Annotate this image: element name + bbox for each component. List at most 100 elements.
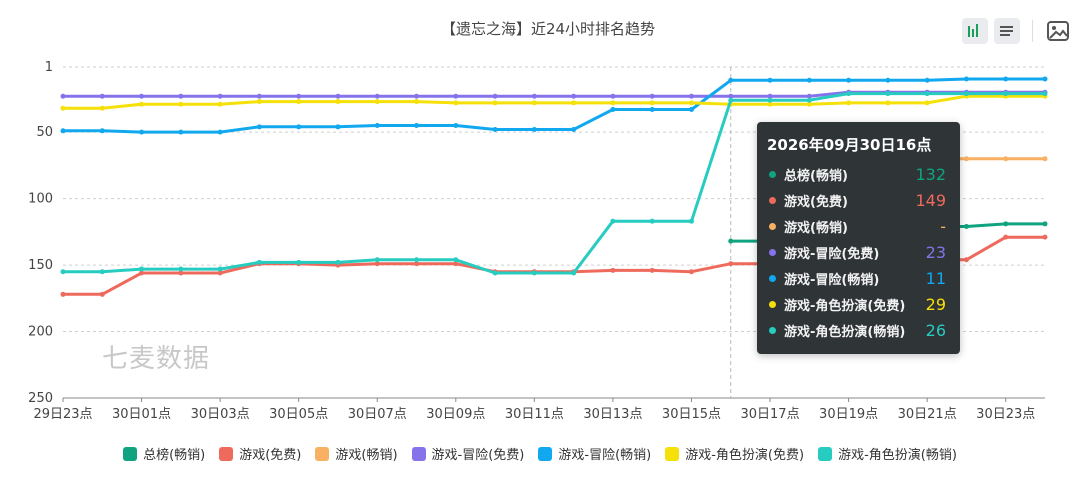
data-point [924,91,930,97]
data-point [846,100,852,106]
tooltip-series-value: 132 [915,164,946,184]
save-image-icon[interactable] [1045,18,1071,44]
data-point [1042,221,1048,227]
data-point [60,291,66,297]
data-point [767,93,773,99]
data-point [688,218,694,224]
data-point [610,107,616,113]
data-point [728,261,734,267]
tooltip-title: 2026年09月30日16点 [767,136,932,154]
data-point [531,126,537,132]
data-point [1003,156,1009,162]
x-tick-label: 29日23点 [33,407,92,422]
data-point [335,124,341,130]
legend-swatch [818,446,833,461]
legend-label: 游戏-冒险(畅销) [558,448,652,463]
data-point [296,124,302,130]
tooltip-series-name: 游戏(免费) [784,194,848,210]
data-point [688,269,694,275]
legend-swatch [219,446,234,461]
data-point [571,100,577,106]
data-point [610,93,616,99]
data-point [885,91,891,97]
series-line [63,77,1045,134]
data-point [60,93,66,99]
legend-swatch [538,446,553,461]
data-point [453,100,459,106]
tooltip-series-value: 11 [925,268,946,288]
x-tick-label: 30日19点 [819,407,878,422]
chart-tooltip: 2026年09月30日16点 总榜(畅销) 132 游戏(免费) 149 游戏(畅销) -… [757,122,960,354]
legend-label: 游戏-角色扮演(免费) [685,448,805,463]
data-point [688,100,694,106]
data-point [492,100,498,106]
tooltip-series-value: 29 [925,294,946,314]
data-point [1003,234,1009,240]
data-point [60,105,66,111]
x-tick-label: 30日03点 [191,407,250,422]
series-line [63,94,1045,110]
x-tick-label: 30日11点 [505,407,564,422]
data-point [767,97,773,103]
chart-toolbar [962,16,1080,46]
tooltip-dot [769,170,776,178]
data-point [178,93,184,99]
data-point [60,128,66,134]
data-point [296,259,302,265]
data-point [1003,221,1009,227]
tooltip-rows: 总榜(畅销) 132 游戏(免费) 149 游戏(畅销) - 游戏-冒险(免费) 23 游戏-冒… [767,161,950,343]
bar-chart-icon[interactable] [962,18,988,44]
legend-item[interactable]: 游戏-角色扮演(畅销) [818,444,957,463]
data-point [688,107,694,113]
data-point [963,257,969,263]
data-point [217,93,223,99]
series-6 [60,91,1048,276]
tooltip-series-value: 23 [925,242,946,262]
x-tick-label: 30日09点 [426,407,485,422]
legend-item[interactable]: 游戏-冒险(免费) [411,444,524,463]
tooltip-series-value: - [940,216,946,236]
x-tick-label: 30日01点 [112,407,171,422]
data-point [414,257,420,263]
data-point [728,77,734,83]
legend-item[interactable]: 总榜(畅销) [123,444,205,463]
y-tick-label: 200 [28,325,53,340]
legend-item[interactable]: 游戏(畅销) [315,444,398,463]
tooltip-dot [769,248,776,256]
data-point [335,259,341,265]
tooltip-dot [769,222,776,230]
legend-item[interactable]: 游戏-冒险(畅销) [538,444,651,463]
legend-item[interactable]: 游戏-角色扮演(免费) [665,444,804,463]
data-point [296,99,302,105]
watermark: 七麦数据 [102,344,211,374]
data-point [924,77,930,83]
tooltip-row: 游戏-角色扮演(免费) 29 [767,291,950,317]
data-point [139,101,145,107]
tooltip-row: 总榜(畅销) 132 [767,161,950,187]
data-point [217,101,223,107]
tooltip-row: 游戏(免费) 149 [767,187,950,213]
y-tick-label: 100 [28,192,53,207]
data-point [374,261,380,267]
data-point [217,270,223,276]
data-point [139,270,145,276]
legend-item[interactable]: 游戏(免费) [219,444,301,463]
data-point [649,218,655,224]
tooltip-dot [769,326,776,334]
data-point [217,266,223,272]
tooltip-series-name: 游戏-冒险(畅销) [784,272,880,288]
data-point [139,129,145,135]
data-point [414,122,420,128]
data-point [806,101,812,107]
tooltip-series-name: 游戏-角色扮演(免费) [784,298,906,314]
data-view-icon[interactable] [994,18,1020,44]
data-point [256,93,262,99]
data-point [1042,234,1048,240]
data-point [1042,91,1048,97]
data-point [492,270,498,276]
data-point [256,124,262,130]
tooltip-series-name: 游戏-冒险(免费) [784,246,880,262]
data-point [256,259,262,265]
tooltip-series-name: 总榜(畅销) [784,168,848,184]
data-point [846,77,852,83]
